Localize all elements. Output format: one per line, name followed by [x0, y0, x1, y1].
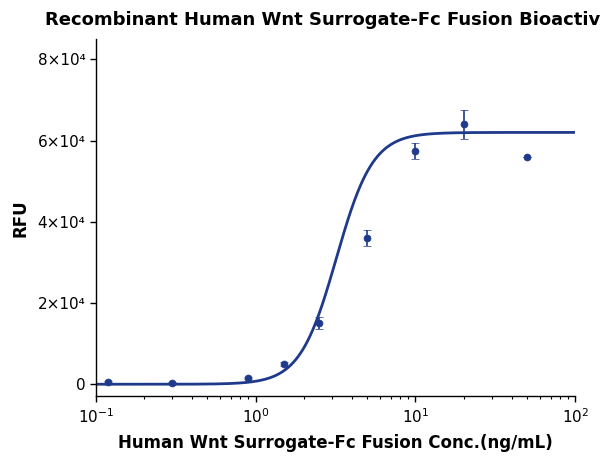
Y-axis label: RFU: RFU [11, 199, 29, 237]
Title: Recombinant Human Wnt Surrogate-Fc Fusion Bioactivity: Recombinant Human Wnt Surrogate-Fc Fusio… [44, 11, 600, 29]
X-axis label: Human Wnt Surrogate-Fc Fusion Conc.(ng/mL): Human Wnt Surrogate-Fc Fusion Conc.(ng/m… [118, 434, 553, 452]
